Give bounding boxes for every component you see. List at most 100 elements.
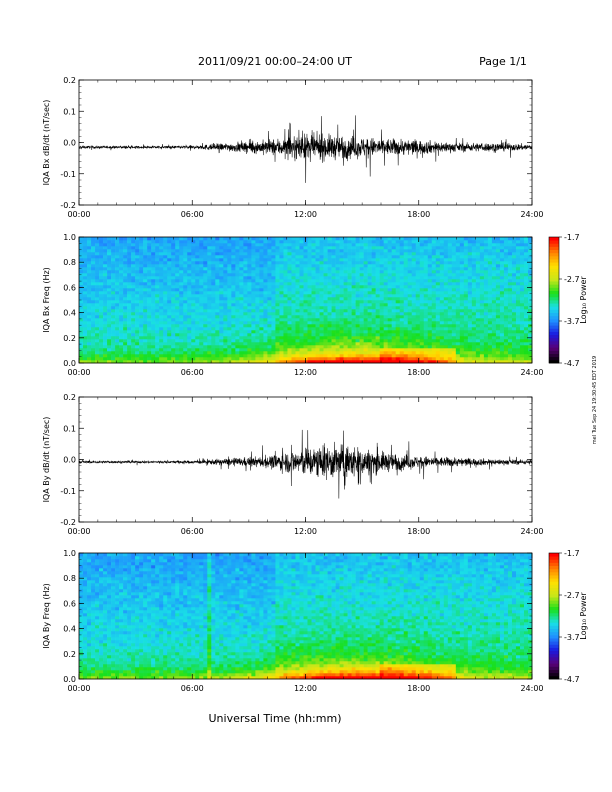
heatmap-cell [315,321,320,325]
heatmap-cell [227,282,232,286]
heatmap-cell [395,342,401,346]
heatmap-cell [455,321,461,325]
heatmap-cell [219,348,224,352]
heatmap-cell [107,303,112,307]
heatmap-cell [507,354,513,358]
heatmap-cell [119,351,124,355]
heatmap-cell [279,237,284,241]
heatmap-cell [219,249,224,253]
heatmap-cell [255,357,260,361]
heatmap-cell [155,294,160,298]
heatmap-cell [331,243,336,247]
heatmap-cell [139,276,144,280]
heatmap-cell [171,312,176,316]
heatmap-cell [115,258,120,262]
heatmap-cell [147,282,152,286]
heatmap-cell [315,297,320,301]
heatmap-cell [87,351,92,355]
heatmap-cell [235,330,240,334]
heatmap-cell [359,282,364,286]
heatmap-cell [319,348,324,352]
heatmap-cell [383,336,388,340]
heatmap-cell [151,264,156,268]
heatmap-cell [519,246,525,250]
heatmap-cell [479,321,485,325]
heatmap-cell [175,342,180,346]
heatmap-cell [319,336,324,340]
heatmap-cell [427,258,433,262]
heatmap-cell [331,342,336,346]
heatmap-cell [227,306,232,310]
heatmap-cell [447,249,453,253]
heatmap-cell [395,237,401,241]
heatmap-cell [347,273,352,277]
heatmap-cell [431,294,437,298]
heatmap-cell [291,246,296,250]
heatmap-cell [355,357,360,361]
heatmap-cell [187,321,192,325]
heatmap-cell [319,255,324,259]
heatmap-cell [219,252,224,256]
heatmap-cell [383,300,388,304]
heatmap-cell [79,351,84,355]
heatmap-cell [127,288,132,292]
heatmap-cell [511,267,517,271]
heatmap-cell [447,333,453,337]
heatmap-cell [155,255,160,259]
heatmap-cell [507,345,513,349]
heatmap-cell [479,294,485,298]
heatmap-cell [267,243,272,247]
heatmap-cell [119,252,124,256]
heatmap-cell [335,249,340,253]
heatmap-cell [279,306,284,310]
heatmap-cell [171,354,176,358]
heatmap-cell [363,291,368,295]
heatmap-cell [79,357,84,361]
heatmap-cell [319,276,324,280]
heatmap-cell [223,246,228,250]
heatmap-cell [203,354,208,358]
heatmap-cell [263,354,268,358]
heatmap-cell [483,306,489,310]
heatmap-cell [247,276,252,280]
heatmap-cell [303,348,308,352]
heatmap-cell [459,336,465,340]
heatmap-cell [515,297,521,301]
heatmap-cell [351,291,356,295]
heatmap-cell [215,315,220,319]
heatmap-cell [179,300,184,304]
heatmap-cell [327,288,332,292]
heatmap-cell [155,264,160,268]
heatmap-cell [115,279,120,283]
heatmap-cell [279,276,284,280]
heatmap-cell [379,309,384,313]
heatmap-cell [283,309,288,313]
heatmap-cell [351,357,356,361]
heatmap-cell [123,336,128,340]
heatmap-cell [131,339,136,343]
heatmap-cell [511,294,517,298]
heatmap-cell [375,360,380,364]
heatmap-cell [175,273,180,277]
heatmap-cell [379,333,384,337]
heatmap-cell [359,351,364,355]
heatmap-cell [291,252,296,256]
heatmap-cell [435,243,441,247]
heatmap-cell [379,264,384,268]
heatmap-cell [303,315,308,319]
heatmap-cell [115,240,120,244]
heatmap-cell [303,267,308,271]
heatmap-cell [139,300,144,304]
heatmap-cell [355,249,360,253]
heatmap-cell [279,264,284,268]
heatmap-cell [307,246,312,250]
heatmap-cell [395,357,401,361]
heatmap-cell [107,315,112,319]
heatmap-cell [475,258,481,262]
heatmap-cell [135,351,140,355]
heatmap-cell [463,267,469,271]
heatmap-cell [463,345,469,349]
heatmap-cell [255,258,260,262]
heatmap-cell [499,297,505,301]
heatmap-cell [327,354,332,358]
